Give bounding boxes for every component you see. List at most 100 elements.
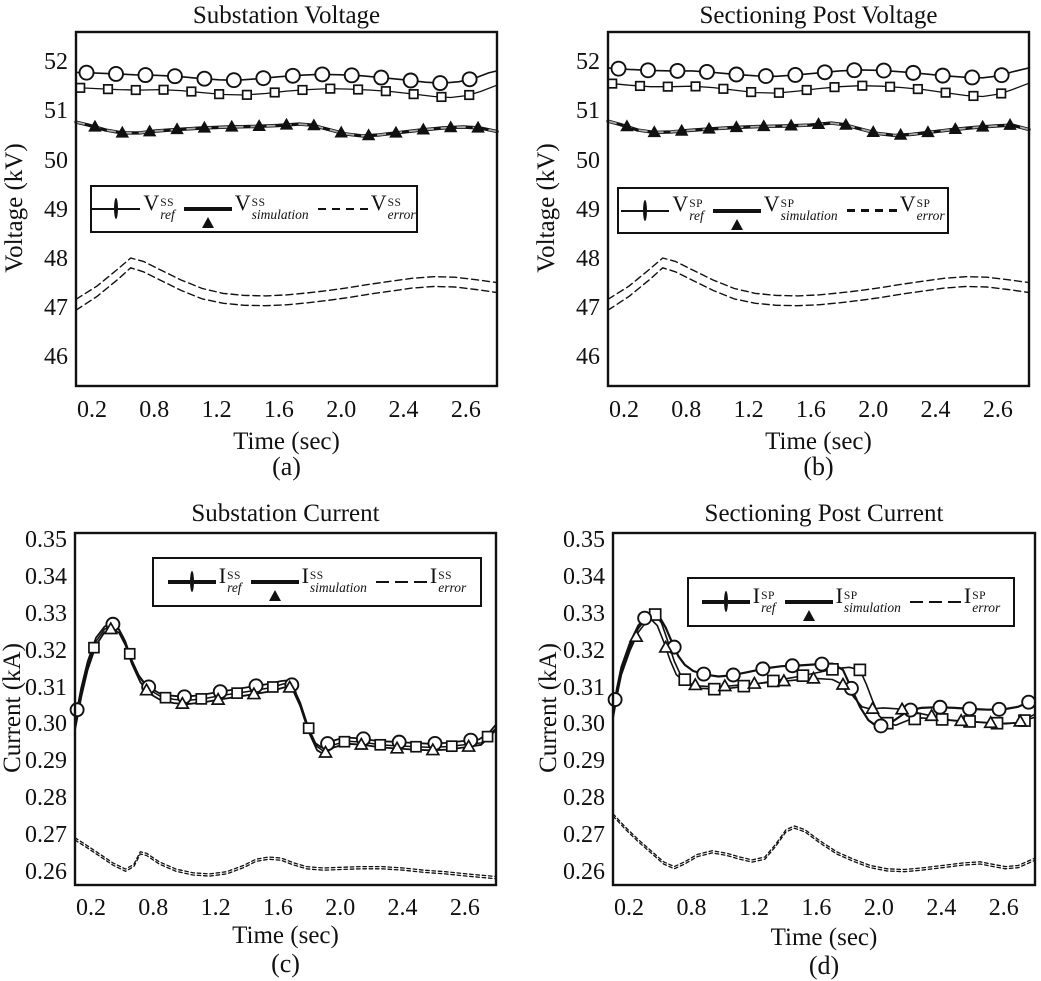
legend-box: V SP ref V SP simulation V SP error [617,187,949,234]
legend-symbol: V [234,189,251,215]
legend-label: I SP ref [753,584,776,619]
circle-marker-icon [114,198,119,219]
x-tick-label: 2.4 [388,397,419,423]
legend-symbol: V [370,189,387,215]
series-markers-v-square [75,82,475,103]
legend-superscript: SP [780,198,795,210]
legend-subscript: error [972,599,1001,615]
series-overlay-v-simulation [75,121,498,137]
x-axis-label: Time (sec) [232,922,339,949]
y-tick-label: 49 [576,196,600,223]
legend-superscript: SP [972,589,987,602]
legend-entry: I SS error [375,564,466,599]
y-tick-label: 0.34 [25,563,67,590]
legend-dash-sample [375,580,427,584]
series-markers-i-square [88,641,494,753]
legend-superscript: SS [309,569,324,582]
legend-supsub: SP error [917,198,945,223]
legend-supsub: SP ref [761,589,776,615]
legend-symbol: I [835,582,843,608]
legend-superscript: SP [761,589,775,602]
legend-subscript: error [387,206,416,222]
y-tick-label: 0.35 [25,527,67,553]
x-axis-label: Time (sec) [765,428,872,455]
x-tick-label: 1.2 [201,397,232,423]
y-tick-label: 48 [44,245,68,272]
y-tick-label: 0.33 [563,600,605,627]
dash-segment [909,600,923,604]
x-tick-label: 1.6 [801,895,832,921]
series-markers-v-square [607,78,1007,102]
x-tick-label: 0.8 [671,397,702,423]
y-tick-label: 0.27 [563,822,605,849]
chart-title: Sectioning Post Voltage [699,2,938,29]
circle-glyph [723,591,728,612]
x-tick-label: 2.4 [920,397,951,423]
circle-glyph [643,199,648,221]
legend-line [250,580,299,584]
legend-line [712,208,761,213]
y-tick-label: 0.27 [25,822,67,849]
y-tick-label: 50 [576,147,600,174]
dash-segment [874,209,883,212]
dash-segment [394,580,408,584]
legend-label: V SP ref [672,191,704,227]
legend-symbol: V [672,191,689,216]
y-tick-label: 52 [44,49,68,76]
legend-superscript: SP [689,198,704,210]
legend-line-sample [621,199,670,221]
legend-supsub: SS ref [227,570,242,595]
x-axis-label: Time (sec) [770,924,878,951]
legend-superscript: SS [160,196,175,209]
legend-line-sample [784,593,833,621]
legend-entry: V SS ref [92,191,175,226]
x-tick-label: 2.6 [450,397,481,423]
x-tick-label: 2.4 [926,895,957,921]
y-tick-label: 51 [576,98,600,125]
x-tick-label: 0.2 [75,895,106,921]
chart-title: Substation Voltage [192,2,381,29]
legend-line [183,207,232,211]
y-tick-label: 0.35 [563,527,605,553]
panel-caption: (a) [272,452,301,481]
x-tick-label: 2.6 [982,397,1013,423]
series-markers-v-simulation [88,117,485,141]
legend-label: I SS simulation [302,564,367,599]
y-tick-label: 0.26 [25,859,67,886]
dash-segment [413,580,427,584]
panel-caption: (b) [803,452,834,481]
circle-glyph [114,198,119,219]
x-tick-label: 0.8 [139,397,170,423]
legend-entry: I SP error [909,584,1001,619]
legend-dash-sample [846,209,897,212]
dash-segment [846,209,855,212]
legend-supsub: SS ref [160,196,175,222]
x-tick-label: 0.2 [608,397,639,423]
legend-label: I SS error [430,564,466,599]
legend-box: V SS ref V SS simulation V SS error [90,185,418,233]
legend-supsub: SS simulation [309,569,367,595]
panel-caption: (c) [271,949,300,978]
x-tick-label: 1.2 [738,895,769,921]
legend-line [784,600,833,604]
x-tick-label: 1.6 [795,397,826,423]
legend-entry: I SP simulation [784,582,901,621]
series-markers-v-ref [78,64,478,92]
y-tick-label: 0.32 [25,637,67,664]
legend-entry: V SS simulation [183,189,309,228]
series-line-v-error-lower [607,267,1030,311]
legend-line-sample [701,591,750,612]
y-tick-label: 0.28 [563,785,605,812]
legend-dash-sample [909,600,961,604]
y-tick-label: 0.30 [563,711,605,738]
dash-segment [331,207,340,211]
triangle-marker-icon [802,593,815,621]
x-tick-label: 2.0 [863,895,894,921]
circle-marker-icon [189,571,194,592]
series-line-v-error-upper [75,257,498,300]
legend-subscript: simulation [309,579,367,595]
legend-box: I SS ref I SS simulation I SS error [152,557,482,607]
